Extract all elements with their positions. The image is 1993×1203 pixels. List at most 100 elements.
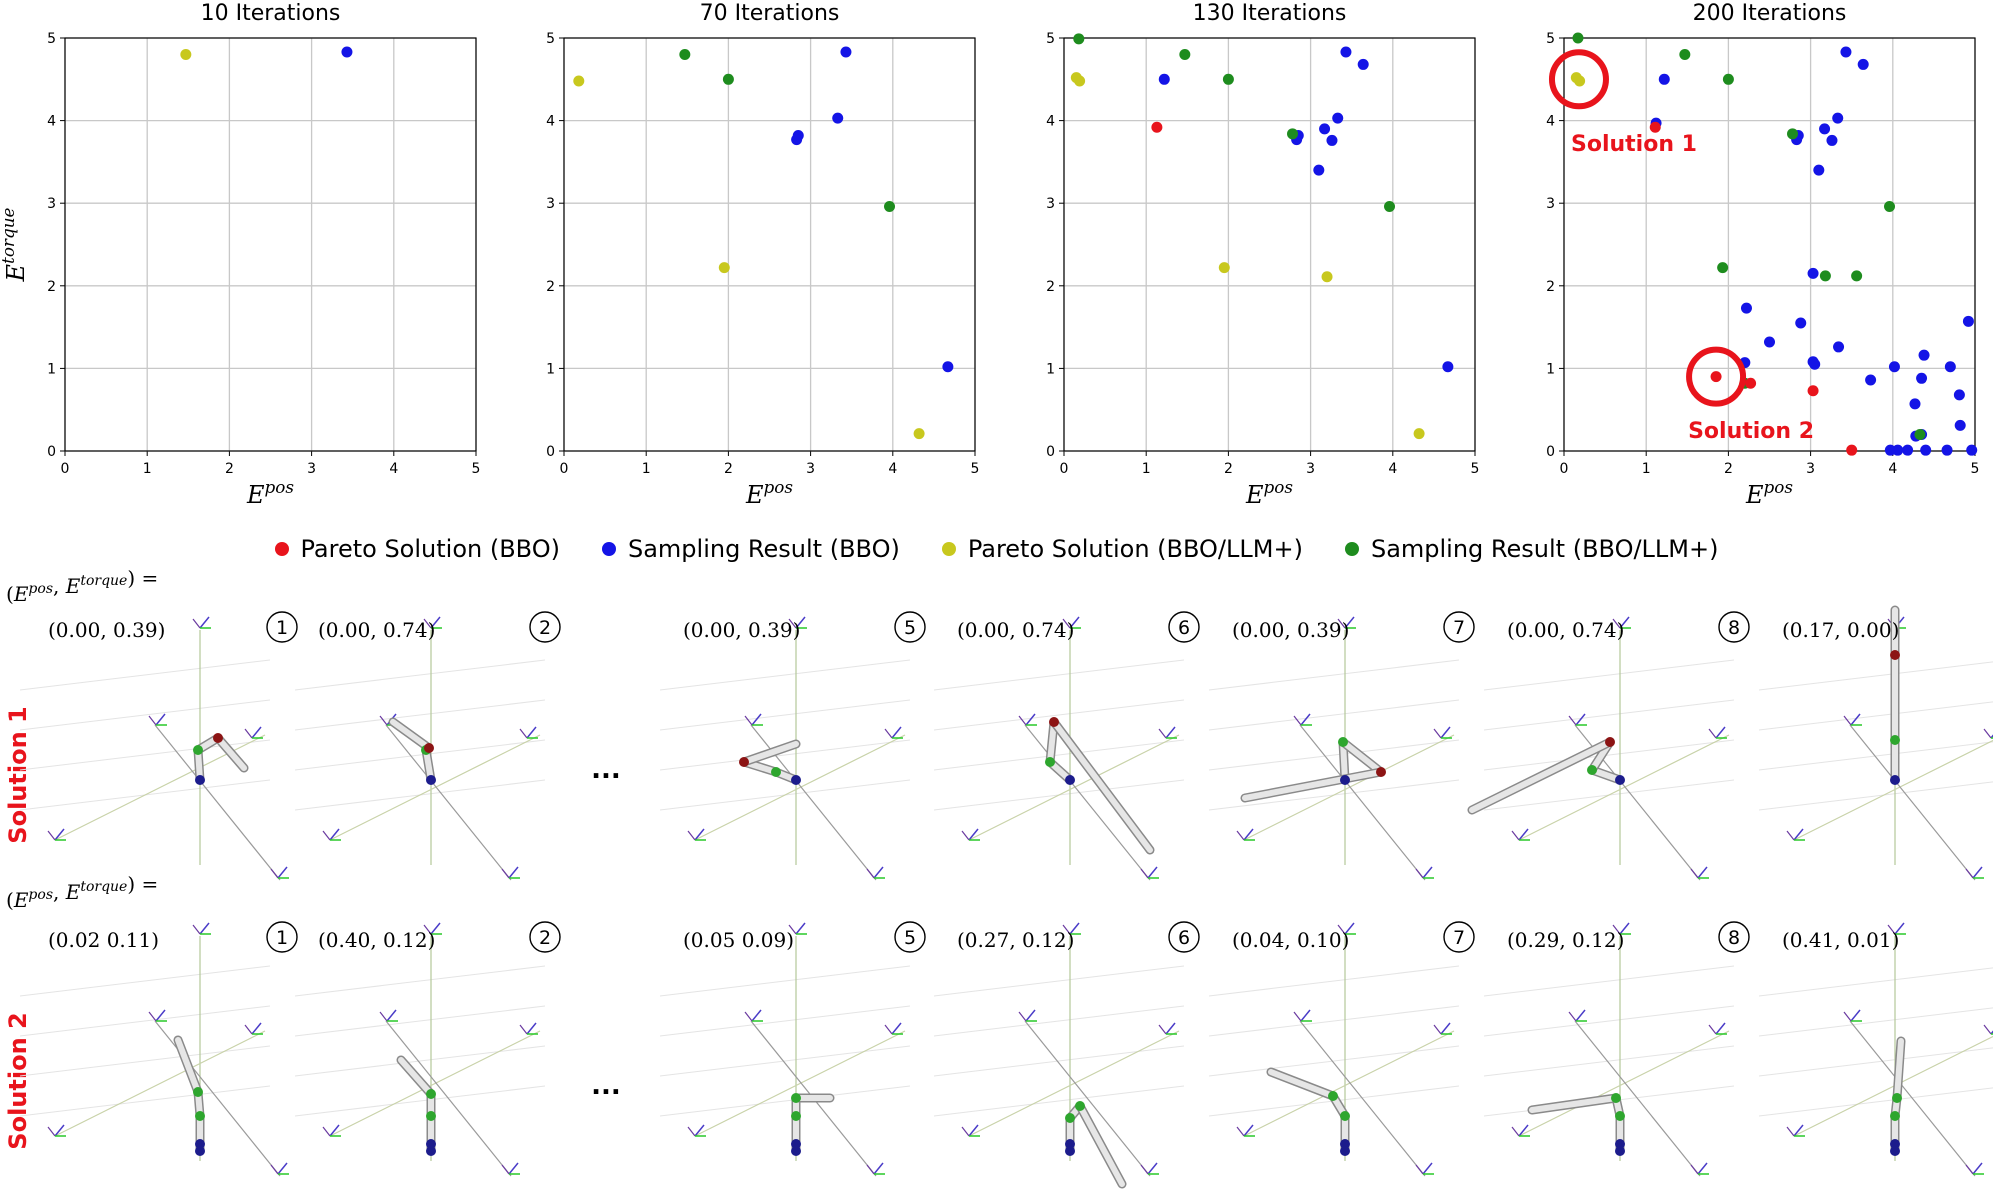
scatter-charts: 10 Iterations 0 1 2 3 4 5 0 1 2 3 4 5 Epos Etorque 70 I…	[0, 1, 1979, 509]
floor-grid-line	[19, 1005, 271, 1037]
frame-number-circle	[529, 611, 561, 643]
data-point-sampling-bbo	[1326, 134, 1338, 146]
frame-number: 8	[1728, 927, 1740, 949]
floor-grid-line	[19, 699, 271, 731]
frame-number: 7	[1453, 927, 1465, 949]
axis-marker	[1708, 728, 1717, 739]
legend-item-pareto-llm: Pareto Solution (BBO/LLM+)	[941, 535, 1303, 563]
axis-marker	[1575, 713, 1586, 726]
data-point-sampling-bbo	[1795, 317, 1807, 329]
axis-marker	[866, 868, 875, 879]
robot-joint	[1045, 757, 1055, 767]
robot-joint	[213, 733, 223, 743]
axis-marker	[744, 715, 753, 726]
axis-marker	[526, 726, 537, 739]
axis-marker	[1612, 924, 1621, 935]
axis-marker	[687, 830, 696, 841]
axis-marker	[1236, 1126, 1245, 1137]
axis-marker	[687, 1126, 696, 1137]
data-point-pareto-llm	[718, 262, 730, 274]
legend-item-sampling-bbo: Sampling Result (BBO)	[601, 535, 900, 563]
axis-marker	[519, 728, 528, 739]
data-point-sampling-bbo	[1954, 419, 1966, 431]
data-point-sampling-llm	[1222, 73, 1234, 85]
axis-marker	[1158, 728, 1167, 739]
y-tick-label: 1	[47, 361, 56, 377]
objective-value: (0.00, 0.74)	[957, 618, 1074, 642]
floor-grid-line	[1758, 741, 1993, 771]
axis-marker	[788, 618, 797, 629]
world-axis-y	[1299, 1020, 1426, 1177]
floor-grid-line	[1758, 701, 1993, 731]
floor-grid-line	[1208, 659, 1460, 691]
objective-value: (0.05 0.09)	[683, 928, 794, 952]
world-axis-y	[385, 1020, 512, 1177]
data-point-sampling-bbo	[1944, 361, 1956, 373]
axis-marker	[379, 715, 388, 726]
axis-marker	[251, 1022, 262, 1035]
frame-number: 1	[276, 927, 288, 949]
y-tick-label: 5	[1046, 31, 1055, 47]
plot-frame	[1563, 37, 1976, 452]
data-point-sampling-llm	[884, 201, 896, 213]
axis-marker	[1850, 713, 1861, 726]
axis-marker	[54, 828, 65, 841]
floor-grid-line	[1758, 967, 1993, 997]
data-point-sampling-bbo	[341, 46, 353, 58]
floor-grid-line	[933, 739, 1185, 771]
axis-marker	[1786, 830, 1795, 841]
x-tick-label: 2	[1724, 461, 1733, 477]
frame-number: 7	[1453, 617, 1465, 639]
robot-joint	[791, 1139, 801, 1149]
data-point-pareto-bbo	[1846, 444, 1858, 456]
floor-grid-line	[19, 1085, 271, 1117]
robot-frame: (0.00, 0.39) 5	[659, 611, 926, 881]
frame-number: 2	[539, 927, 551, 949]
axis-marker	[270, 868, 279, 879]
axis-marker	[1165, 726, 1176, 739]
robot-joint	[426, 1139, 436, 1149]
objective-value: (0.00, 0.39)	[1232, 618, 1349, 642]
floor-grid-line	[659, 1085, 911, 1117]
x-tick-label: 0	[560, 461, 569, 477]
floor-grid-line	[1483, 659, 1735, 691]
world-axis-x	[329, 734, 541, 841]
world-axis-x	[1243, 1030, 1455, 1137]
y-axis-label: Etorque	[0, 207, 30, 282]
floor-grid-line	[1208, 1005, 1460, 1037]
data-point-sampling-llm	[1851, 270, 1863, 282]
robot-frame: (0.02 0.11) 1	[19, 921, 298, 1177]
solution-1-label: Solution 1	[1571, 132, 1697, 157]
robot-frame: (0.00, 0.74) 6	[933, 611, 1200, 881]
data-point-sampling-llm	[1884, 201, 1896, 213]
robot-link	[423, 747, 434, 783]
solution-row-1: Solution 1 (Epos, Etorque) =... (0.00, 0.3…	[4, 570, 1993, 881]
robot-frame: (0.00, 0.39) 7	[1208, 611, 1475, 881]
floor-grid-line	[1208, 1045, 1460, 1077]
y-tick-label: 5	[1546, 31, 1555, 47]
robot-link	[1529, 1095, 1619, 1113]
axis-marker	[1293, 715, 1302, 726]
axis-marker	[329, 1124, 340, 1137]
data-point-sampling-bbo	[1840, 46, 1852, 58]
y-tick-label: 2	[1046, 279, 1055, 295]
floor-grid-line	[933, 1005, 1185, 1037]
data-point-sampling-bbo	[1941, 444, 1953, 456]
y-tick-label: 2	[546, 279, 555, 295]
axis-marker	[884, 728, 893, 739]
x-tick-label: 2	[1224, 461, 1233, 477]
x-tick-label: 4	[888, 461, 897, 477]
x-axis-label: Epos	[745, 477, 793, 509]
world-axis-y	[154, 724, 281, 881]
frame-number-circle	[894, 611, 926, 643]
solution-1-ring	[1548, 49, 1609, 110]
robot-joint	[1340, 775, 1350, 785]
axis-marker	[508, 1162, 519, 1175]
chart-title: 70 Iterations	[700, 1, 840, 26]
axis-marker	[199, 616, 210, 629]
world-axis-y	[1574, 1020, 1701, 1177]
robot-joint	[1328, 1091, 1338, 1101]
row-label: Solution 2	[4, 1012, 32, 1149]
solution-2-ring	[1686, 346, 1747, 407]
x-tick-label: 2	[225, 461, 234, 477]
